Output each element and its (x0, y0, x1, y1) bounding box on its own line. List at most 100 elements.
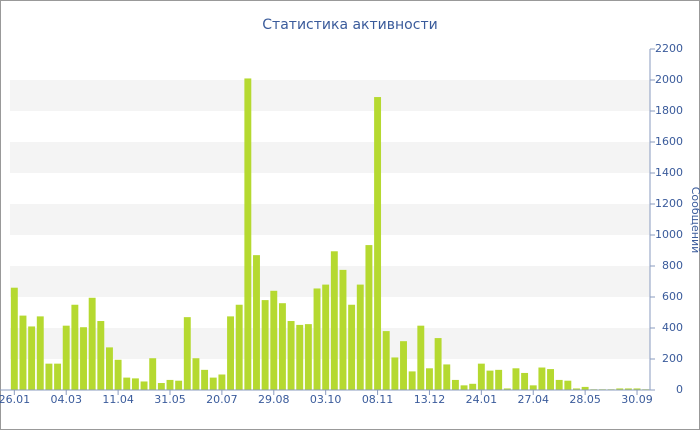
bar (356, 284, 364, 390)
x-tick-label: 11.04 (102, 393, 134, 406)
bar (339, 269, 347, 390)
bar (62, 325, 70, 390)
bar (131, 378, 139, 390)
bar (106, 347, 113, 390)
bar (434, 338, 442, 390)
bar (633, 388, 641, 390)
x-tick-label: 24.01 (466, 393, 498, 406)
bar (616, 388, 624, 390)
y-tick-label: 1400 (655, 166, 683, 179)
bar (538, 367, 546, 390)
bar (330, 251, 338, 390)
bar (114, 359, 122, 390)
bar (477, 363, 485, 390)
x-tick-label: 03.10 (310, 393, 342, 406)
bar (10, 287, 18, 390)
bar (495, 369, 503, 390)
bar (157, 383, 165, 390)
y-tick-label: 1600 (655, 135, 683, 148)
grid-band (10, 142, 650, 173)
grid-band (10, 80, 650, 111)
bar (304, 324, 312, 390)
bar (547, 369, 554, 390)
x-tick-label: 04.03 (50, 393, 82, 406)
bar (201, 369, 209, 390)
bar (97, 321, 105, 390)
bar (183, 317, 191, 390)
bar (287, 321, 295, 390)
bar (209, 377, 217, 390)
bar (365, 245, 373, 390)
bar (175, 380, 183, 390)
bar (296, 324, 304, 390)
bar (80, 327, 87, 390)
chart-title: Статистика активности (262, 17, 437, 33)
bar (227, 316, 234, 390)
x-tick-label: 31.05 (154, 393, 186, 406)
bar (54, 363, 62, 390)
bar (218, 374, 226, 390)
bar (253, 255, 260, 390)
bar (149, 358, 157, 390)
bar (348, 304, 356, 390)
bar (374, 97, 382, 391)
y-tick-label: 2000 (655, 73, 683, 86)
bar (270, 290, 278, 390)
bar (408, 371, 416, 390)
y-axis-label: Сообщений (689, 187, 700, 254)
bar (28, 326, 36, 390)
bar (71, 304, 79, 390)
y-tick-label: 400 (662, 321, 683, 334)
bar (278, 303, 286, 390)
bar (469, 383, 477, 390)
bar (417, 325, 425, 390)
bar (486, 370, 494, 390)
bar (244, 78, 252, 390)
bar (581, 386, 589, 390)
y-tick-label: 2200 (655, 42, 683, 55)
bar (322, 284, 330, 390)
grid-band (10, 328, 650, 359)
bar (555, 379, 563, 390)
x-tick-label: 28.05 (569, 393, 601, 406)
bar (426, 368, 433, 390)
bar (123, 377, 131, 390)
x-tick-label: 13.12 (414, 393, 446, 406)
x-tick-label: 08.11 (362, 393, 394, 406)
y-tick-label: 0 (676, 383, 683, 396)
y-tick-label: 200 (662, 352, 683, 365)
x-tick-label: 29.08 (258, 393, 290, 406)
y-tick-label: 1000 (655, 228, 683, 241)
bar (400, 341, 407, 390)
bar (460, 385, 468, 390)
bar (192, 358, 200, 390)
bar (529, 385, 537, 390)
bar (261, 300, 269, 390)
y-tick-label: 800 (662, 259, 683, 272)
bar (521, 372, 529, 390)
bar (624, 388, 632, 390)
y-tick-label: 600 (662, 290, 683, 303)
bar (503, 388, 511, 390)
x-tick-label: 30.09 (621, 393, 653, 406)
bar (564, 380, 572, 390)
bar (443, 364, 451, 390)
bar (19, 315, 27, 390)
bar (313, 288, 321, 390)
x-tick-label: 27.04 (517, 393, 549, 406)
bar (451, 379, 459, 390)
bar (140, 381, 148, 390)
x-tick-label: 26.01 (0, 393, 30, 406)
x-tick-label: 20.07 (206, 393, 238, 406)
bar (36, 316, 44, 390)
bar (512, 368, 520, 390)
bar (391, 357, 399, 390)
grid-band (10, 204, 650, 235)
bar (88, 297, 96, 390)
y-tick-label: 1200 (655, 197, 683, 210)
bar (382, 331, 390, 390)
bar (45, 363, 53, 390)
bar (235, 304, 243, 390)
